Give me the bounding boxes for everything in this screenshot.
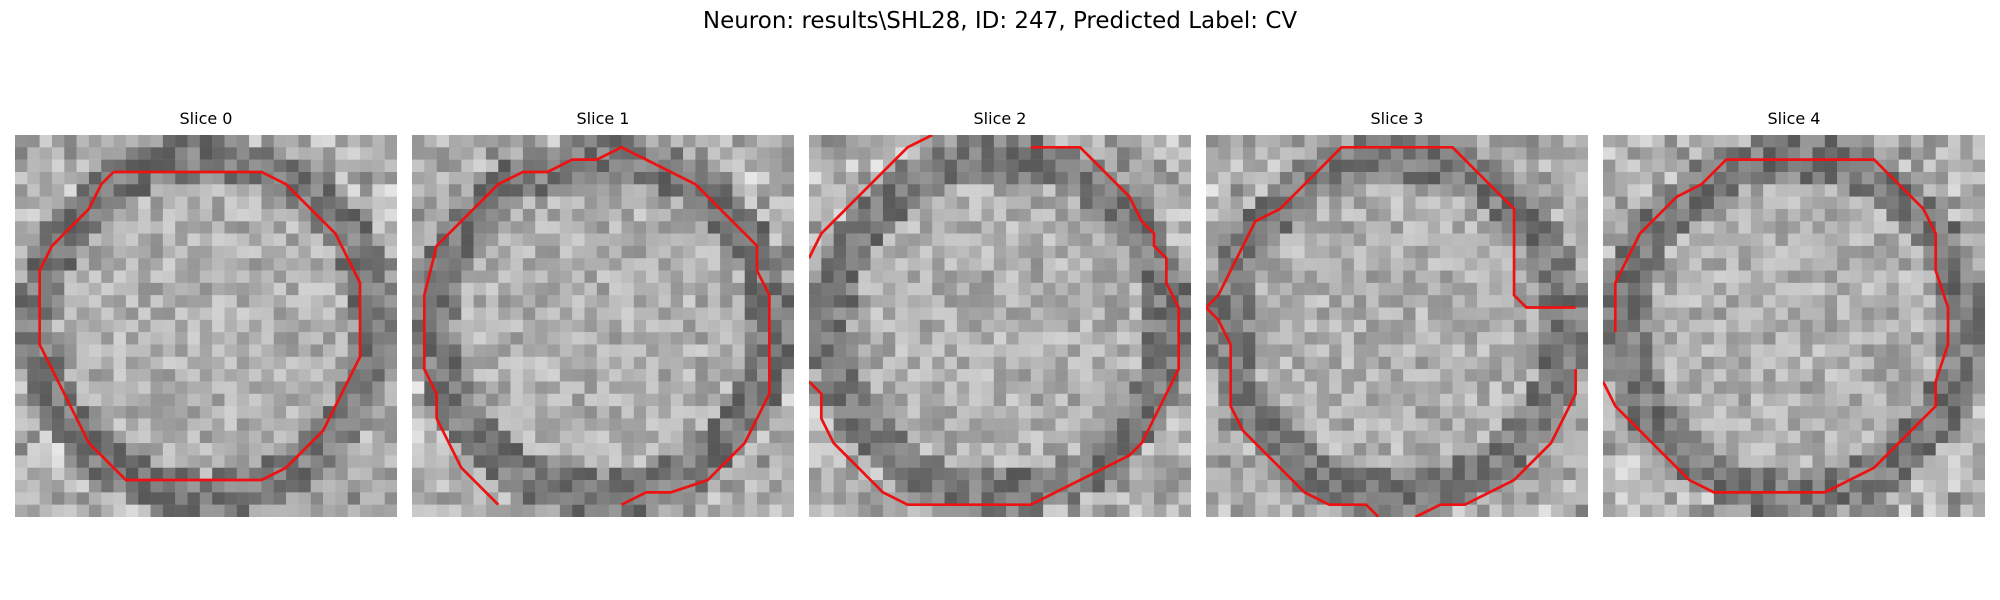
slice-3-contour [1206, 145, 1576, 517]
slice-4-image [1603, 135, 1985, 517]
slice-1-pixels [412, 135, 794, 517]
slice-3-image [1206, 135, 1588, 517]
slice-2-contour [809, 135, 933, 259]
slice-1-title: Slice 1 [576, 109, 630, 128]
slice-0-image [15, 135, 397, 517]
slice-4-title: Slice 4 [1767, 109, 1821, 128]
slice-3-pixels [1206, 135, 1588, 517]
slice-2-title: Slice 2 [973, 109, 1027, 128]
slice-3-contour-2 [1414, 369, 1578, 517]
slice-4-pixels [1603, 135, 1985, 517]
slice-2-contour-2 [809, 145, 1181, 507]
slice-2-pixels [809, 135, 1191, 517]
slice-4-contour [1603, 158, 1950, 494]
slice-0-pixels [15, 135, 397, 517]
slice-1-contour [422, 145, 771, 506]
slice-3-title: Slice 3 [1370, 109, 1424, 128]
slice-0-contour [38, 170, 362, 482]
figure-title: Neuron: results\SHL28, ID: 247, Predicte… [702, 8, 1298, 34]
slice-0-title: Slice 0 [179, 109, 233, 128]
slice-2-image [809, 135, 1191, 517]
slice-1-image [412, 135, 794, 517]
